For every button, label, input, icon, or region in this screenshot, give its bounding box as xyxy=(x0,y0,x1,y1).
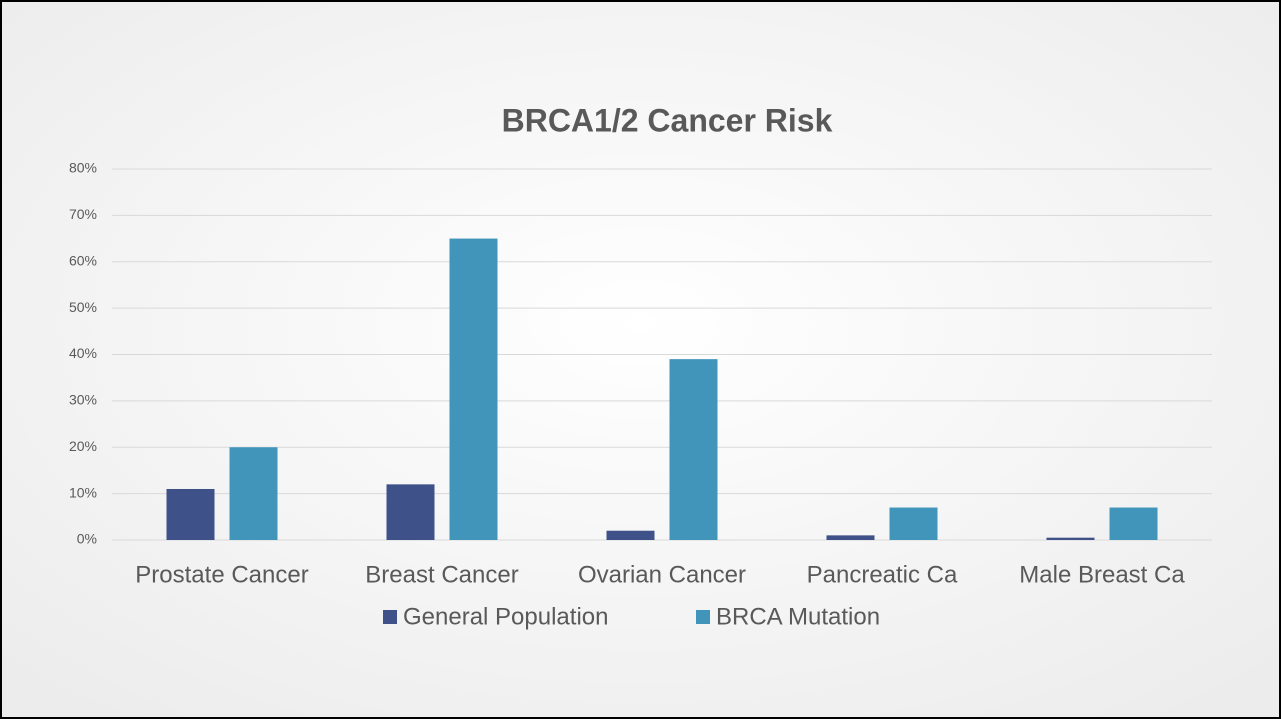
y-tick-label: 0% xyxy=(77,531,97,547)
y-tick-label: 60% xyxy=(69,252,97,268)
bar xyxy=(1109,507,1158,540)
y-tick-label: 80% xyxy=(69,160,97,176)
x-tick-label: Male Breast Ca xyxy=(1019,561,1185,588)
bar xyxy=(386,484,435,540)
bar xyxy=(826,535,875,540)
y-tick-label: 20% xyxy=(69,438,97,454)
bar xyxy=(229,447,278,540)
y-tick-label: 50% xyxy=(69,299,97,315)
x-tick-label: Ovarian Cancer xyxy=(578,561,746,588)
chart-title: BRCA1/2 Cancer Risk xyxy=(502,102,833,138)
legend-swatch xyxy=(696,610,710,624)
x-tick-label: Breast Cancer xyxy=(365,561,518,588)
bar xyxy=(889,507,938,540)
y-tick-label: 40% xyxy=(69,345,97,361)
y-tick-label: 10% xyxy=(69,484,97,500)
bar xyxy=(449,238,498,540)
x-tick-label: Pancreatic Ca xyxy=(807,561,958,588)
bar xyxy=(606,530,655,540)
y-tick-label: 70% xyxy=(69,206,97,222)
legend-swatch xyxy=(383,610,397,624)
y-tick-label: 30% xyxy=(69,392,97,408)
bar xyxy=(166,488,215,540)
x-tick-label: Prostate Cancer xyxy=(135,561,308,588)
bar xyxy=(1046,537,1095,540)
bar xyxy=(669,359,718,540)
legend-label: BRCA Mutation xyxy=(716,603,880,630)
legend-label: General Population xyxy=(403,603,608,630)
